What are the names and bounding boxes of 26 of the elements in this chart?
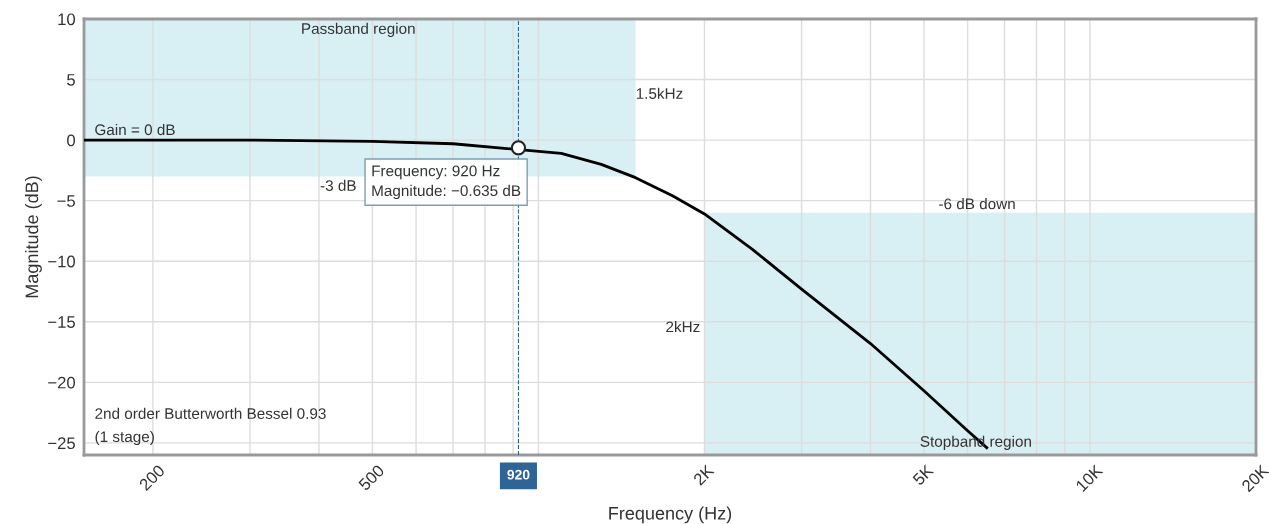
annotation: -6 dB down	[939, 198, 1015, 210]
x-tick-label: 5K	[912, 463, 935, 486]
y-tick-label: −15	[48, 316, 75, 328]
x-tick-label: 2K	[692, 463, 715, 486]
y-tick-label: −25	[48, 437, 75, 450]
annotation: Frequency: 920 Hz Magnitude: −0.635 dB	[372, 165, 521, 200]
y-tick-label: 10	[58, 13, 76, 26]
annotation: Passband region	[302, 22, 415, 38]
annotation: 1.5kHz	[636, 87, 683, 99]
x-tick-label: 500	[357, 464, 385, 492]
y-tick-label: −20	[48, 376, 76, 389]
x-axis-title: Frequency (Hz)	[609, 506, 732, 524]
x-tick-label: 200	[138, 464, 166, 492]
y-axis-title: Magnitude (dB)	[25, 176, 42, 298]
annotation: 2kHz	[666, 321, 700, 333]
annotation: 2nd order Butterworth Bessel 0.93	[95, 407, 326, 419]
annotation: Gain = 0 dB	[95, 123, 175, 136]
y-tick-label: −5	[57, 195, 75, 207]
x-tick-label: 10K	[1075, 463, 1104, 493]
y-tick-label: 5	[67, 74, 75, 86]
x-tick-label: 20K	[1240, 463, 1269, 493]
y-tick-label: 0	[67, 134, 76, 147]
annotation: -3 dB	[320, 179, 356, 191]
ref-line-label: 920	[507, 469, 530, 480]
y-tick-label: −10	[48, 255, 76, 268]
annotation: (1 stage)	[95, 430, 154, 446]
